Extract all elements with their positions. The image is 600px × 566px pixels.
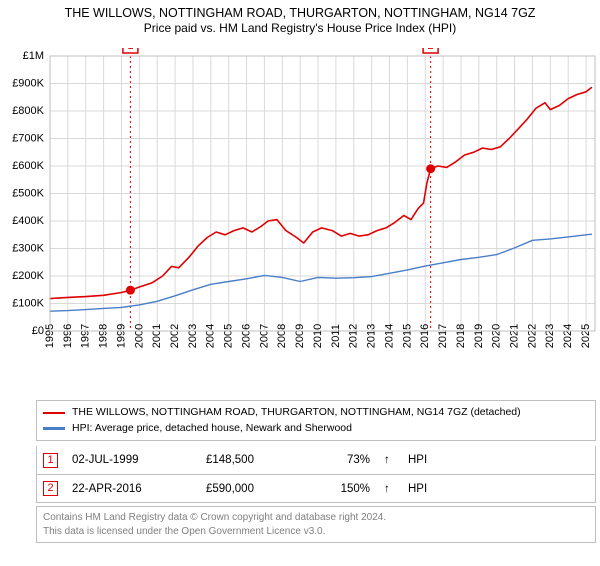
svg-text:2012: 2012	[348, 324, 360, 348]
sales-table: 1 02-JUL-1999 £148,500 73% ↑ HPI 2 22-APR-2016 £…	[36, 446, 596, 503]
sale-row: 1 02-JUL-1999 £148,500 73% ↑ HPI	[37, 446, 595, 474]
svg-text:2: 2	[428, 48, 434, 52]
legend-swatch-hpi	[43, 427, 65, 430]
svg-text:2016: 2016	[419, 324, 431, 348]
svg-text:2007: 2007	[258, 324, 270, 348]
svg-text:£500K: £500K	[12, 187, 44, 199]
svg-text:£300K: £300K	[12, 242, 44, 254]
svg-text:2021: 2021	[508, 324, 520, 348]
svg-text:2006: 2006	[240, 324, 252, 348]
svg-text:2002: 2002	[169, 324, 181, 348]
svg-text:2023: 2023	[544, 324, 556, 348]
svg-text:1997: 1997	[80, 324, 92, 348]
title-subtitle: Price paid vs. HM Land Registry's House …	[0, 21, 600, 35]
sale-price: £590,000	[206, 483, 296, 495]
svg-text:2005: 2005	[223, 324, 235, 348]
svg-text:2025: 2025	[580, 324, 592, 348]
svg-text:1999: 1999	[115, 324, 127, 348]
sale-marker: 1	[43, 453, 58, 468]
svg-text:2000: 2000	[133, 324, 145, 348]
svg-text:1996: 1996	[62, 324, 74, 348]
svg-text:£600K: £600K	[12, 160, 44, 172]
svg-text:2018: 2018	[455, 324, 467, 348]
chart-legend: THE WILLOWS, NOTTINGHAM ROAD, THURGARTON…	[36, 400, 596, 441]
svg-text:£400K: £400K	[12, 215, 44, 227]
svg-text:£100K: £100K	[12, 297, 44, 309]
svg-text:2011: 2011	[330, 324, 342, 348]
footer-line-2: This data is licensed under the Open Gov…	[43, 525, 589, 539]
legend-label-hpi: HPI: Average price, detached house, Newa…	[72, 421, 352, 437]
svg-text:£200K: £200K	[12, 270, 44, 282]
svg-text:£900K: £900K	[12, 77, 44, 89]
svg-text:2019: 2019	[473, 324, 485, 348]
sale-vs: HPI	[408, 454, 438, 466]
arrow-up-icon: ↑	[384, 483, 394, 495]
legend-swatch-price	[43, 412, 65, 415]
svg-text:2009: 2009	[294, 324, 306, 348]
sale-date: 22-APR-2016	[72, 483, 192, 495]
svg-text:2013: 2013	[366, 324, 378, 348]
sale-vs: HPI	[408, 483, 438, 495]
svg-text:2003: 2003	[187, 324, 199, 348]
chart-container: £0 £100K £200K £300K £400K £500K £600K £700K £80…	[0, 48, 600, 388]
sale-pct: 73%	[310, 454, 370, 466]
svg-text:2010: 2010	[312, 324, 324, 348]
svg-text:£1M: £1M	[23, 50, 44, 62]
arrow-up-icon: ↑	[384, 454, 394, 466]
svg-text:2024: 2024	[562, 324, 574, 348]
sale-pct: 150%	[310, 483, 370, 495]
svg-text:2020: 2020	[491, 324, 503, 348]
svg-text:1: 1	[127, 48, 133, 52]
svg-text:2001: 2001	[151, 324, 163, 348]
svg-text:2015: 2015	[401, 324, 413, 348]
title-address: THE WILLOWS, NOTTINGHAM ROAD, THURGARTON…	[0, 6, 600, 20]
svg-text:2017: 2017	[437, 324, 449, 348]
footer-line-1: Contains HM Land Registry data © Crown c…	[43, 511, 589, 525]
sale-marker: 2	[43, 481, 58, 496]
svg-text:2008: 2008	[276, 324, 288, 348]
price-chart: £0 £100K £200K £300K £400K £500K £600K £700K £80…	[0, 48, 600, 388]
svg-text:1998: 1998	[98, 324, 110, 348]
sale-price: £148,500	[206, 454, 296, 466]
sale-date: 02-JUL-1999	[72, 454, 192, 466]
footer-attribution: Contains HM Land Registry data © Crown c…	[36, 506, 596, 543]
legend-label-price: THE WILLOWS, NOTTINGHAM ROAD, THURGARTON…	[72, 405, 521, 421]
svg-text:2014: 2014	[383, 324, 395, 348]
svg-text:£700K: £700K	[12, 132, 44, 144]
svg-text:2004: 2004	[205, 324, 217, 348]
legend-row-hpi: HPI: Average price, detached house, Newa…	[43, 421, 589, 437]
legend-row-price: THE WILLOWS, NOTTINGHAM ROAD, THURGARTON…	[43, 405, 589, 421]
sale-row: 2 22-APR-2016 £590,000 150% ↑ HPI	[37, 474, 595, 502]
svg-text:£0: £0	[32, 325, 44, 337]
svg-text:£800K: £800K	[12, 105, 44, 117]
svg-text:2022: 2022	[526, 324, 538, 348]
